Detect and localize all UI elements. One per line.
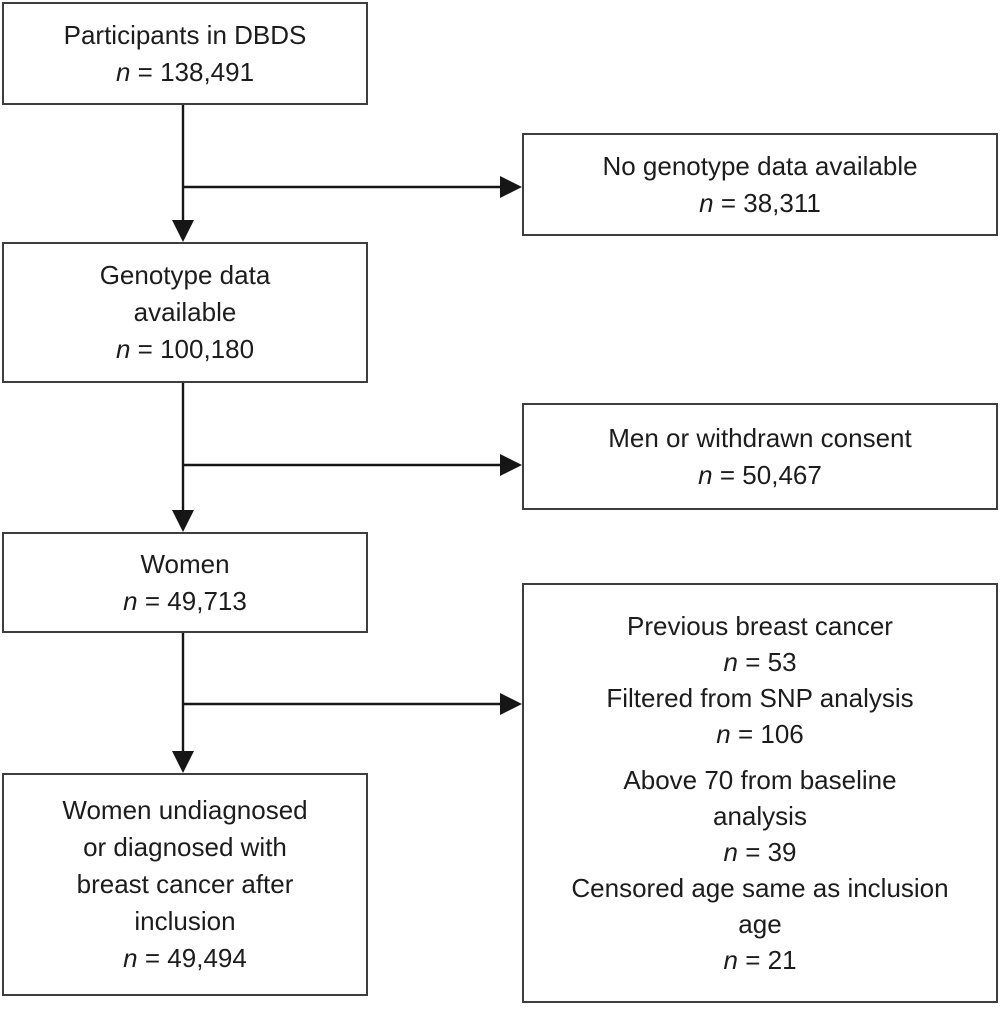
n-symbol: n — [115, 334, 131, 364]
exclusion-box-no-genotype: No genotype data available n = 38,311 — [522, 133, 998, 236]
box-text-line: inclusion — [134, 906, 236, 936]
box-text-line: breast cancer after — [76, 869, 294, 899]
box-text-line: available — [133, 297, 237, 327]
n-symbol: n — [123, 585, 138, 616]
box-n-line: n = 49,713 — [123, 583, 247, 620]
exclusion-entry: Men or withdrawn consent n = 50,467 — [608, 420, 911, 494]
n-symbol: n — [723, 945, 738, 975]
box-text-line: Above 70 from baseline — [623, 765, 897, 795]
box-n-line: n = 138,491 — [116, 54, 254, 91]
exclusion-box-men-withdrawn: Men or withdrawn consent n = 50,467 — [522, 403, 998, 510]
flow-box-final-cohort: Women undiagnosed or diagnosed with brea… — [2, 773, 368, 996]
n-symbol: n — [723, 647, 738, 677]
n-count: = 50,467 — [719, 459, 822, 490]
n-count: = 21 — [745, 945, 797, 975]
n-count: = 38,311 — [720, 187, 821, 218]
exclusion-entry: Censored age same as inclusion age n = 21 — [571, 870, 948, 978]
n-count: = 39 — [745, 837, 797, 867]
box-n-line: n = 50,467 — [608, 457, 911, 494]
box-text-line: No genotype data available — [602, 150, 918, 181]
n-count: = 49,713 — [144, 585, 247, 616]
arrowhead-right-3-icon — [500, 693, 522, 715]
box-text-line: Women — [140, 548, 230, 579]
box-text-line: Previous breast cancer — [627, 611, 893, 641]
box-text-line: Women undiagnosed — [62, 795, 308, 825]
arrowhead-right-2-icon — [500, 454, 522, 476]
box-n-line: n = 38,311 — [602, 185, 917, 222]
n-symbol: n — [723, 837, 738, 867]
exclusion-entry: Previous breast cancer n = 53 — [627, 608, 893, 680]
box-n-line: n = 53 — [627, 644, 893, 680]
box-text-line: Filtered from SNP analysis — [606, 683, 914, 713]
box-n-line: n = 100,180 — [116, 331, 254, 368]
n-count: = 53 — [745, 647, 797, 677]
exclusion-box-multiple: Previous breast cancer n = 53 Filtered fr… — [522, 583, 998, 1003]
box-text-line: Censored age same as inclusion — [571, 873, 949, 903]
arrowhead-down-2-icon — [172, 510, 194, 532]
n-symbol: n — [123, 943, 138, 973]
n-symbol: n — [115, 56, 131, 87]
box-text-line: age — [738, 909, 782, 939]
flow-box-participants: Participants in DBDS n = 138,491 — [2, 2, 368, 105]
exclusion-entry: Above 70 from baseline analysis n = 39 — [623, 762, 896, 870]
box-n-line: n = 106 — [606, 716, 913, 752]
flow-box-women: Women n = 49,713 — [2, 532, 368, 633]
box-text-line: analysis — [713, 801, 807, 831]
n-count: = 138,491 — [137, 56, 255, 87]
n-count: = 100,180 — [137, 334, 255, 364]
n-symbol: n — [699, 187, 714, 218]
box-n-line: n = 39 — [623, 834, 896, 870]
arrowhead-right-1-icon — [500, 176, 522, 198]
box-text-line: Men or withdrawn consent — [608, 422, 912, 453]
box-n-line: n = 49,494 — [123, 940, 247, 977]
box-text-line: Participants in DBDS — [63, 19, 307, 50]
arrowhead-down-1-icon — [172, 220, 194, 242]
box-n-line: n = 21 — [571, 942, 948, 978]
n-symbol: n — [698, 459, 713, 490]
exclusion-entry: No genotype data available n = 38,311 — [602, 148, 917, 222]
box-text-line: Genotype data — [99, 260, 271, 290]
n-symbol: n — [716, 719, 731, 749]
flow-box-genotype-available: Genotype data available n = 100,180 — [2, 242, 368, 383]
n-count: = 49,494 — [144, 943, 247, 973]
arrowhead-down-3-icon — [172, 751, 194, 773]
exclusion-entry: Filtered from SNP analysis n = 106 — [606, 680, 913, 752]
box-text-line: or diagnosed with — [83, 832, 287, 862]
n-count: = 106 — [737, 719, 804, 749]
